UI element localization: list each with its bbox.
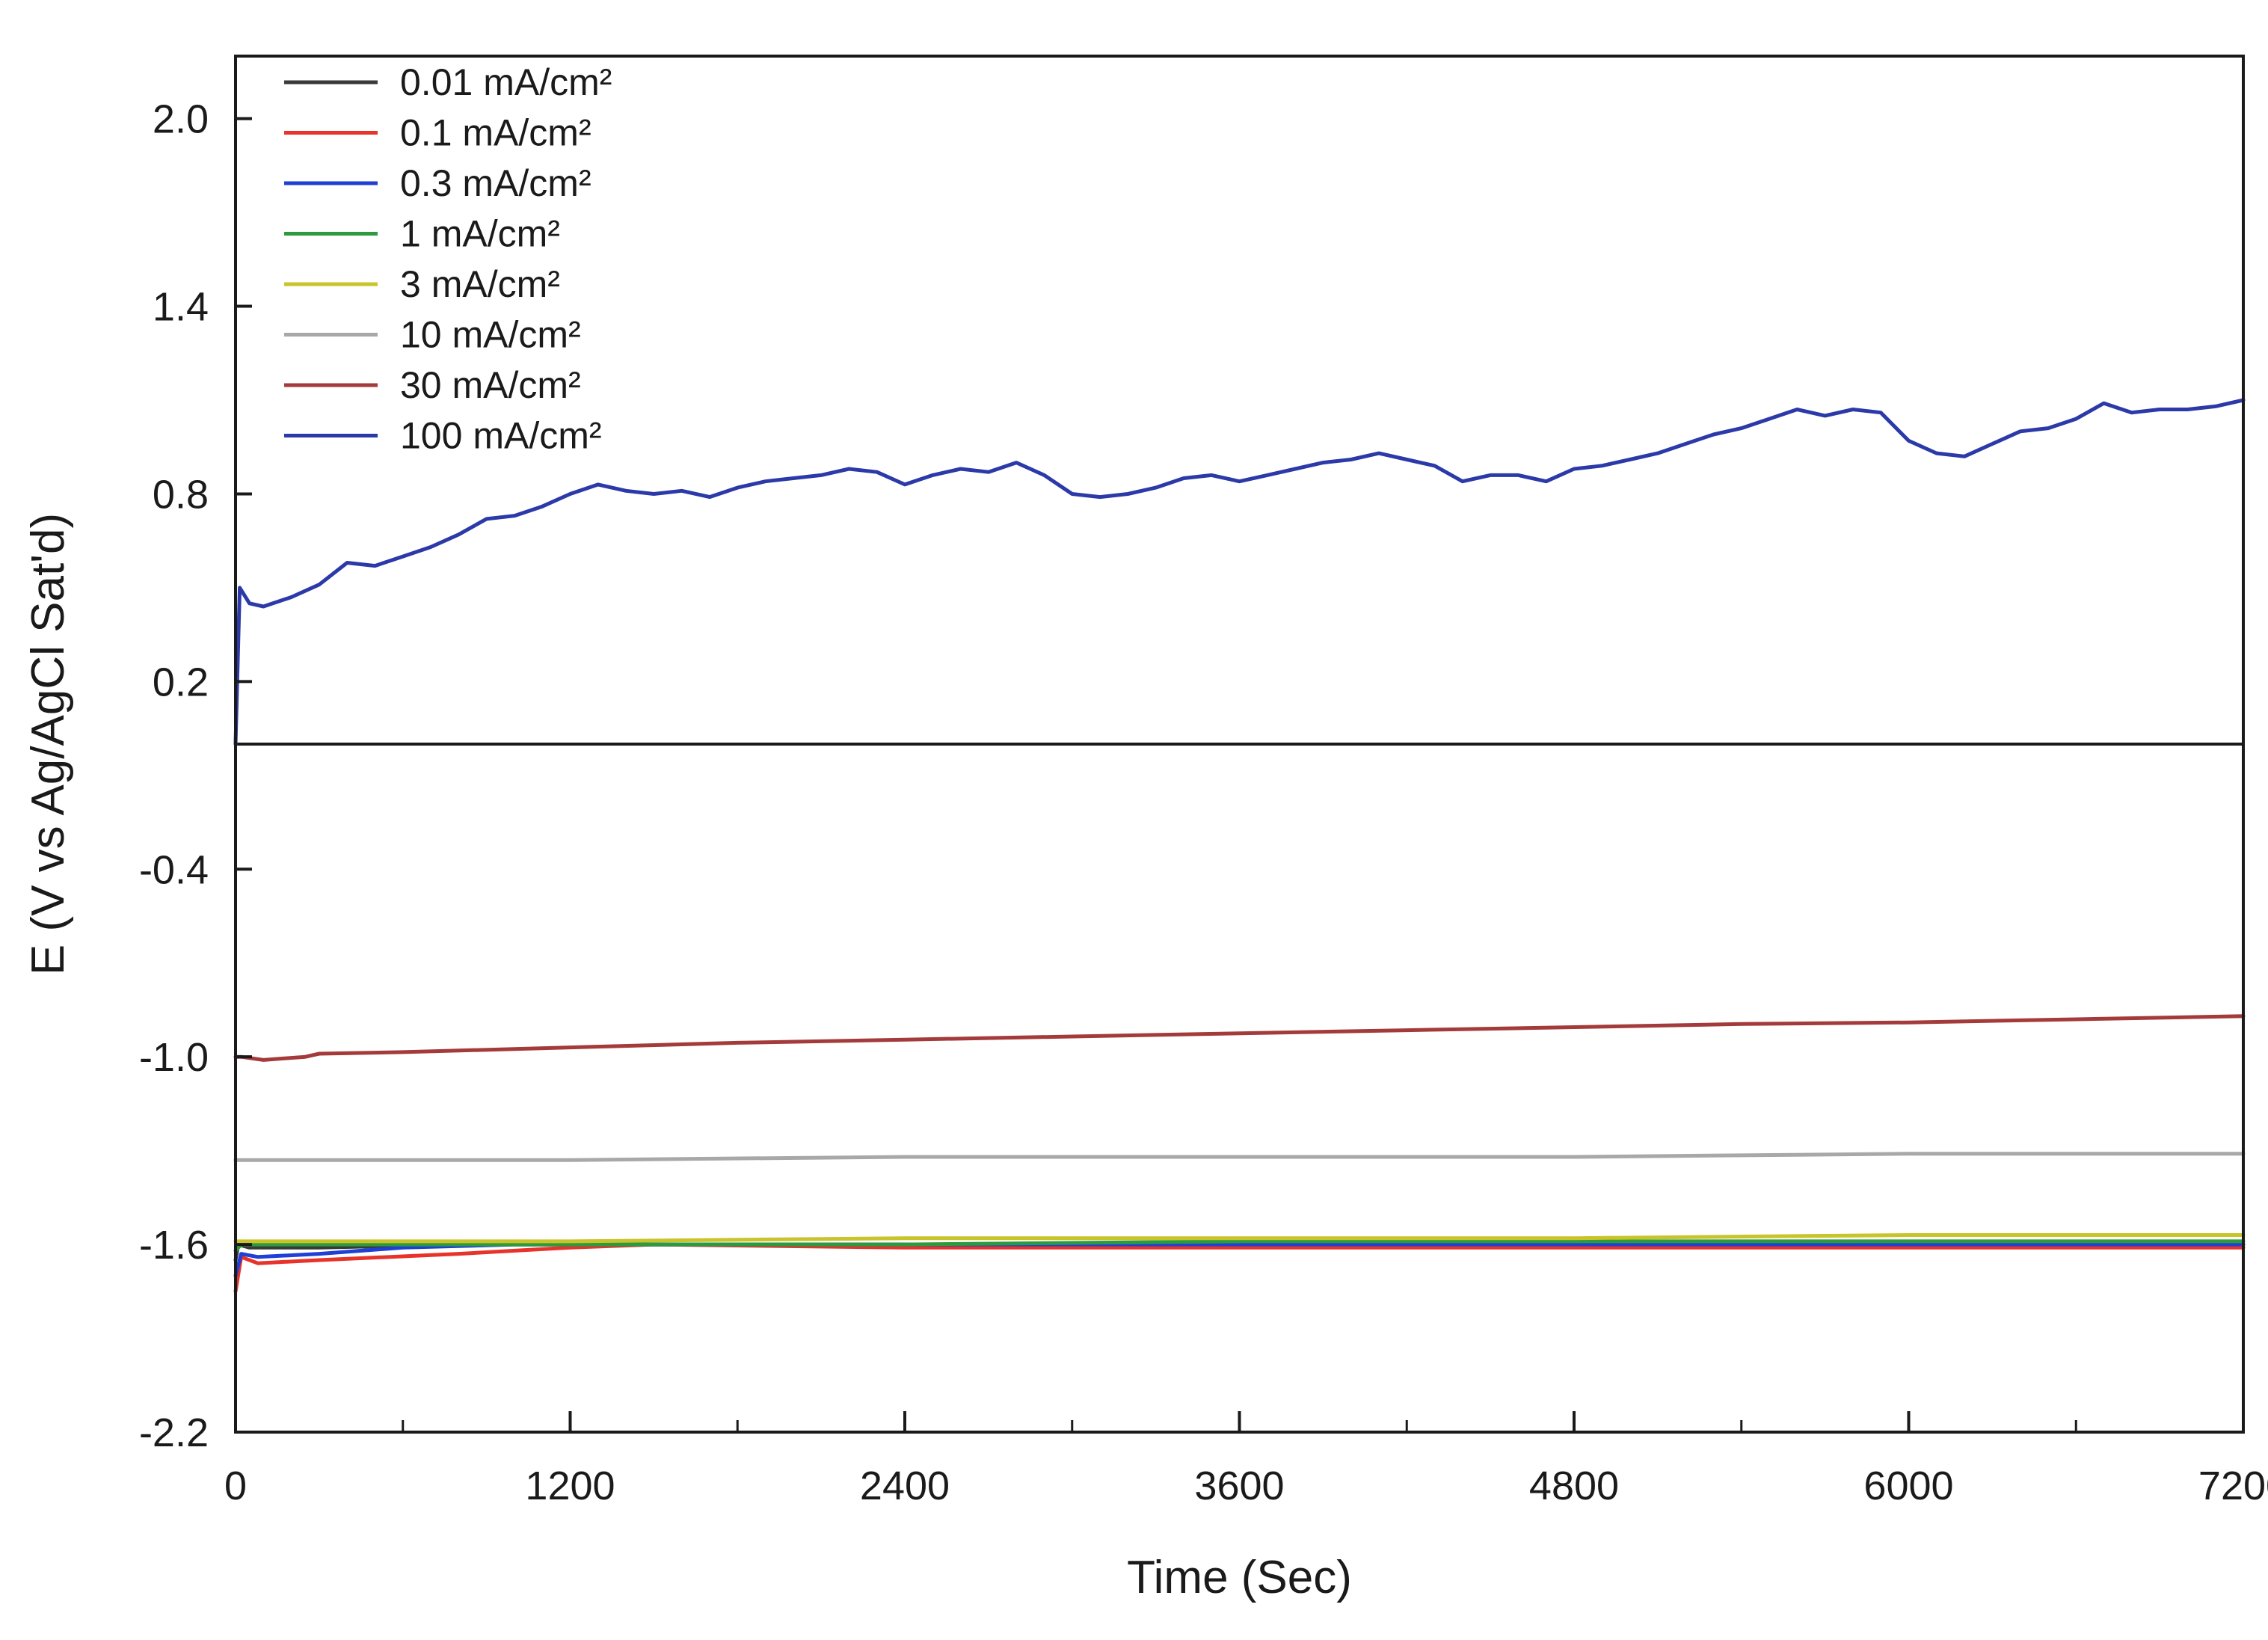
x-tick-label-1: 1200 xyxy=(525,1464,615,1508)
series-line-3 xyxy=(233,1239,2246,1253)
series-line-6 xyxy=(233,1014,2246,1062)
series-line-7 xyxy=(233,398,2246,746)
series-line-4 xyxy=(233,1233,2246,1244)
legend-label-1: 0.1 mA/cm² xyxy=(400,112,591,154)
y-tick-label-1: 1.4 xyxy=(153,285,209,330)
legend-label-7: 100 mA/cm² xyxy=(400,415,602,457)
series-line-1 xyxy=(233,1242,2246,1294)
y-tick-label-0: 2.0 xyxy=(153,97,209,142)
x-tick-label-3: 3600 xyxy=(1194,1464,1284,1508)
legend-label-3: 1 mA/cm² xyxy=(400,213,560,255)
series-line-5 xyxy=(233,1152,2246,1162)
y-tick-label-5: -1.0 xyxy=(139,1035,209,1080)
ticks-layer: 2.0 1.4 0.8 0.2 -0.4 -1.0 -1.6 -2.2 0 1200 2400 360… xyxy=(139,97,2268,1508)
y-tick-label-3: 0.2 xyxy=(153,660,209,704)
x-tick-label-5: 6000 xyxy=(1863,1464,1953,1508)
legend-label-4: 3 mA/cm² xyxy=(400,263,560,305)
y-tick-label-2: 0.8 xyxy=(153,472,209,517)
legend-label-0: 0.01 mA/cm² xyxy=(400,61,612,103)
series-layer xyxy=(233,398,2246,1294)
x-tick-label-4: 4800 xyxy=(1529,1464,1619,1508)
x-tick-label-0: 0 xyxy=(224,1464,247,1508)
x-tick-label-2: 2400 xyxy=(860,1464,950,1508)
y-tick-label-7: -2.2 xyxy=(139,1410,209,1455)
legend-label-5: 10 mA/cm² xyxy=(400,314,581,356)
x-axis-label: Time (Sec) xyxy=(1127,1552,1352,1603)
y-tick-label-6: -1.6 xyxy=(139,1223,209,1268)
y-tick-label-4: -0.4 xyxy=(139,847,209,892)
legend-label-6: 30 mA/cm² xyxy=(400,364,581,406)
legend-label-2: 0.3 mA/cm² xyxy=(400,162,591,204)
legend: 0.01 mA/cm² 0.1 mA/cm² 0.3 mA/cm² 1 mA/cm² 3… xyxy=(284,61,612,457)
y-axis-label: E (V vs Ag/AgCl Sat'd) xyxy=(22,513,74,975)
